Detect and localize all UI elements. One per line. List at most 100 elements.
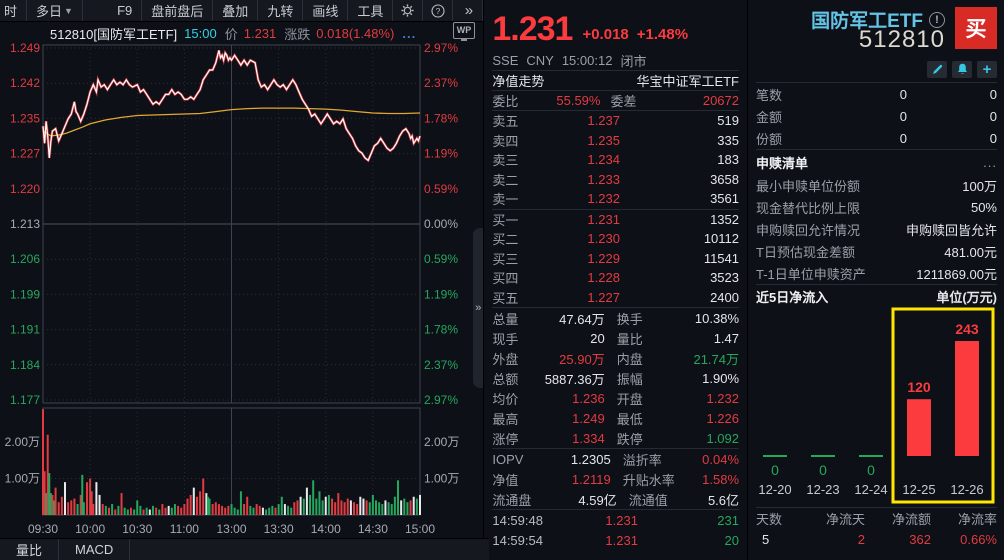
flow-netrate-value: 0.66% <box>960 532 997 547</box>
svg-text:11:00: 11:00 <box>170 522 199 536</box>
caption-more[interactable]: ... <box>402 25 417 41</box>
wp-monitor-icon[interactable]: WP <box>453 22 475 41</box>
fund-full-name[interactable]: 华宝中证军工ETF <box>636 74 739 89</box>
market-status: 闭市 <box>620 53 647 69</box>
subscription-divider <box>756 149 997 150</box>
subscription-row: T日预估现金差额 481.00元 <box>756 240 997 262</box>
svg-text:0.59%: 0.59% <box>424 252 458 266</box>
svg-text:1.19%: 1.19% <box>424 147 458 161</box>
counter-row-shares: 份额 0 0 <box>756 127 997 149</box>
toolbar-item-tools[interactable]: 工具 <box>348 0 394 21</box>
bid-row-4[interactable]: 买四 1.228 3523 <box>492 268 739 288</box>
tick-time: 14:59:48 <box>492 512 543 528</box>
ask-row-5[interactable]: 卖五 1.237 519 <box>492 111 739 131</box>
bid-volume: 11541 <box>703 250 739 266</box>
edit-icon[interactable] <box>927 60 947 78</box>
svg-text:15:00: 15:00 <box>405 522 435 536</box>
svg-text:1.249: 1.249 <box>10 42 40 55</box>
toolbar-item-f9[interactable]: F9 <box>108 0 143 21</box>
stat-value: 5887.36万 <box>544 371 605 387</box>
ask-row-1[interactable]: 卖一 1.232 3561 <box>492 189 739 209</box>
ask-volume: 3658 <box>710 171 739 187</box>
subscription-value: 50% <box>970 199 997 215</box>
last-price: 1.231 <box>492 10 573 48</box>
stat-label: 内盘 <box>616 351 643 367</box>
subscription-value: 100万 <box>962 178 997 194</box>
tick-price: 1.231 <box>605 512 638 528</box>
exchange-label: SSE <box>492 52 519 68</box>
subscription-row: T-1日单位申赎资产 1211869.00元 <box>756 262 997 284</box>
subscription-more-icon[interactable]: ... <box>983 154 997 170</box>
ask-row-4[interactable]: 卖四 1.235 335 <box>492 131 739 151</box>
toolbar-item-drawline[interactable]: 画线 <box>303 0 349 21</box>
stat-value: 20 <box>590 330 605 346</box>
bid-row-5[interactable]: 买五 1.227 2400 <box>492 288 739 308</box>
svg-text:1.199: 1.199 <box>10 287 40 301</box>
svg-text:1.78%: 1.78% <box>424 323 458 337</box>
etf-info-panel: 国防军工ETF ! 512810 买 + 笔数 0 0 金额 0 0 份额 0 0 申赎清单… <box>748 0 1004 560</box>
counter-value-a: 0 <box>899 108 907 124</box>
chart-section: 时 多日 ▼ F9 盘前盘后 叠加 九转 画线 工具 ? » 512810[国防军… <box>0 0 489 560</box>
flow-days-value: 5 <box>762 532 770 547</box>
stat-label: 量比 <box>616 331 643 347</box>
tab-volume-ratio[interactable]: 量比 <box>0 539 60 560</box>
inflow-bar <box>907 399 931 456</box>
ask-volume: 519 <box>717 113 739 129</box>
ask-price: 1.235 <box>587 132 620 148</box>
bid-row-2[interactable]: 买二 1.230 10112 <box>492 229 739 249</box>
ask-row-2[interactable]: 卖二 1.233 3658 <box>492 170 739 190</box>
etf-header: 国防军工ETF ! 512810 买 <box>756 0 997 56</box>
stat-value: 1.092 <box>706 430 740 446</box>
ask-row-3[interactable]: 卖三 1.234 183 <box>492 150 739 170</box>
info-icon[interactable]: ! <box>929 11 945 28</box>
bid-row-3[interactable]: 买三 1.229 11541 <box>492 249 739 269</box>
gear-icon[interactable] <box>393 0 424 21</box>
weibi-value: 55.59% <box>556 93 601 108</box>
nav-value-trend[interactable]: 净值走势 <box>492 74 545 89</box>
svg-text:1.227: 1.227 <box>10 147 40 161</box>
bid-level: 买一 <box>492 212 519 228</box>
plus-glyph: + <box>982 60 992 78</box>
stat-row: 总额 5887.36万 振幅 1.90% <box>492 368 739 388</box>
stat-value: 1.236 <box>572 390 605 406</box>
toolbar-item-multiday[interactable]: 多日 ▼ <box>27 0 83 21</box>
alert-bell-icon[interactable] <box>952 60 972 78</box>
indicator-tabs: 量比 MACD <box>0 538 489 560</box>
stat-row: 涨停 1.334 跌停 1.092 <box>492 428 739 448</box>
toolbar-spacer <box>83 0 108 21</box>
stat-value: 21.74万 <box>693 351 740 367</box>
toolbar-item-nineturn[interactable]: 九转 <box>258 0 304 21</box>
svg-text:12-26: 12-26 <box>950 482 983 497</box>
ask-price: 1.237 <box>587 113 620 129</box>
buy-button[interactable]: 买 <box>955 7 997 49</box>
iopv-row: IOPV 1.2305 溢折率 0.04% <box>492 449 739 469</box>
inflow-bar <box>955 341 979 456</box>
add-watchlist-icon[interactable]: + <box>977 60 997 78</box>
help-icon[interactable]: ? <box>423 0 454 21</box>
panel-collapse-handle[interactable]: » <box>473 228 484 388</box>
svg-text:0.00%: 0.00% <box>424 217 458 231</box>
toolbar-item-overlay[interactable]: 叠加 <box>213 0 259 21</box>
svg-text:10:30: 10:30 <box>122 522 152 536</box>
ask-volume: 183 <box>717 152 739 168</box>
iopv-divider <box>492 448 739 449</box>
toolbar-item-time[interactable]: 时 <box>0 0 28 21</box>
chart-caption: 512810[国防军工ETF] 15:00 价 1.231 涨跌 0.018(1… <box>0 22 489 42</box>
stat-label: 最低 <box>616 411 643 427</box>
svg-text:13:30: 13:30 <box>264 522 294 536</box>
svg-text:1.177: 1.177 <box>10 393 40 407</box>
toolbar-expand-icon[interactable]: » <box>453 0 484 21</box>
tick-volume: 231 <box>717 512 739 528</box>
bid-level: 买五 <box>492 290 519 306</box>
bid-price: 1.231 <box>587 211 620 227</box>
svg-text:1.220: 1.220 <box>10 182 40 196</box>
toolbar-item-prepost[interactable]: 盘前盘后 <box>142 0 214 21</box>
counter-label: 金额 <box>756 109 783 125</box>
svg-text:12-24: 12-24 <box>854 482 887 497</box>
bid-row-1[interactable]: 买一 1.231 1352 <box>492 210 739 230</box>
tab-macd[interactable]: MACD <box>59 539 131 560</box>
svg-text:1.78%: 1.78% <box>424 111 458 125</box>
bid-volume: 10112 <box>703 231 739 247</box>
flow-days-label: 天数 <box>756 512 783 527</box>
ask-volume: 335 <box>717 132 739 148</box>
